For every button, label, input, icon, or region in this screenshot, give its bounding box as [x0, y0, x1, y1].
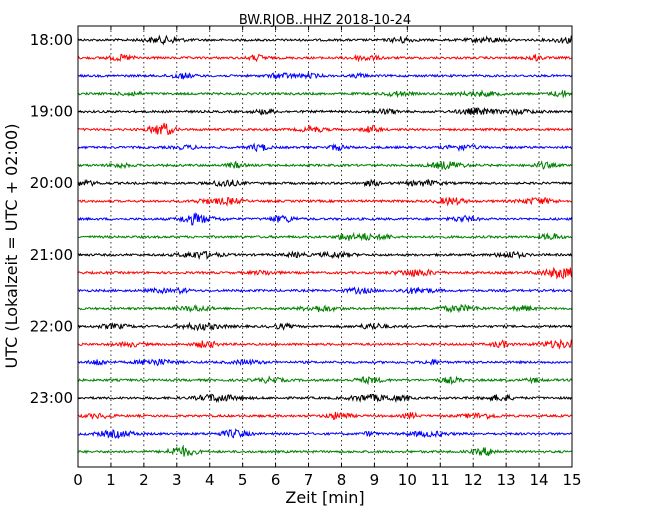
- x-tick-label: 14: [530, 471, 549, 489]
- y-axis-ticks: 18:00 19:00 20:00 21:00 22:00 23:00: [30, 31, 572, 407]
- trace-line: [77, 358, 573, 367]
- x-tick-label: 10: [398, 471, 417, 489]
- trace-line: [77, 411, 573, 421]
- trace-line: [77, 338, 573, 350]
- x-tick-label: 5: [238, 471, 248, 489]
- y-tick-label: 23:00: [30, 389, 73, 407]
- trace-line: [77, 375, 573, 386]
- trace-line: [78, 286, 573, 296]
- x-tick-label: 2: [139, 471, 149, 489]
- trace-line: [77, 427, 573, 440]
- trace-line: [77, 321, 573, 332]
- seismic-traces: [77, 34, 573, 457]
- x-tick-label: 8: [337, 471, 347, 489]
- y-tick-label: 21:00: [30, 246, 73, 264]
- y-tick-label: 22:00: [30, 317, 73, 335]
- x-axis-ticks: 0 1 2 3 4 5 6 7 8 9 10 11 12 13 14 15: [73, 26, 582, 489]
- trace-line: [77, 212, 573, 226]
- x-tick-label: 11: [431, 471, 450, 489]
- trace-line: [77, 231, 573, 242]
- x-tick-label: 3: [172, 471, 182, 489]
- chart-title: BW.RJOB..HHZ 2018-10-24: [239, 13, 411, 28]
- x-axis-label: Zeit [min]: [285, 488, 364, 507]
- trace-line: [77, 53, 573, 63]
- trace-line: [77, 393, 573, 404]
- trace-line: [77, 250, 573, 261]
- x-tick-label: 9: [370, 471, 380, 489]
- x-tick-label: 15: [562, 471, 581, 489]
- trace-line: [77, 196, 573, 207]
- trace-line: [77, 71, 573, 80]
- x-tick-label: 13: [497, 471, 516, 489]
- trace-line: [77, 34, 573, 46]
- x-tick-label: 6: [271, 471, 281, 489]
- x-tick-label: 1: [106, 471, 116, 489]
- trace-line: [77, 178, 573, 188]
- trace-line: [77, 106, 573, 117]
- x-tick-label: 4: [205, 471, 215, 489]
- trace-line: [77, 160, 573, 171]
- trace-line: [77, 89, 573, 99]
- trace-line: [77, 122, 573, 136]
- trace-line: [77, 142, 573, 153]
- trace-line: [77, 444, 573, 457]
- y-axis-label: UTC (Lokalzeit = UTC + 02:00): [2, 124, 21, 369]
- x-tick-label: 12: [464, 471, 483, 489]
- grid-lines: [110, 26, 540, 467]
- y-tick-label: 18:00: [30, 31, 73, 49]
- x-tick-label: 7: [304, 471, 314, 489]
- y-tick-label: 19:00: [30, 103, 73, 121]
- trace-line: [77, 303, 573, 314]
- x-tick-label: 0: [73, 471, 83, 489]
- plot-frame: [77, 25, 573, 468]
- trace-line: [77, 266, 573, 280]
- y-tick-label: 20:00: [30, 174, 73, 192]
